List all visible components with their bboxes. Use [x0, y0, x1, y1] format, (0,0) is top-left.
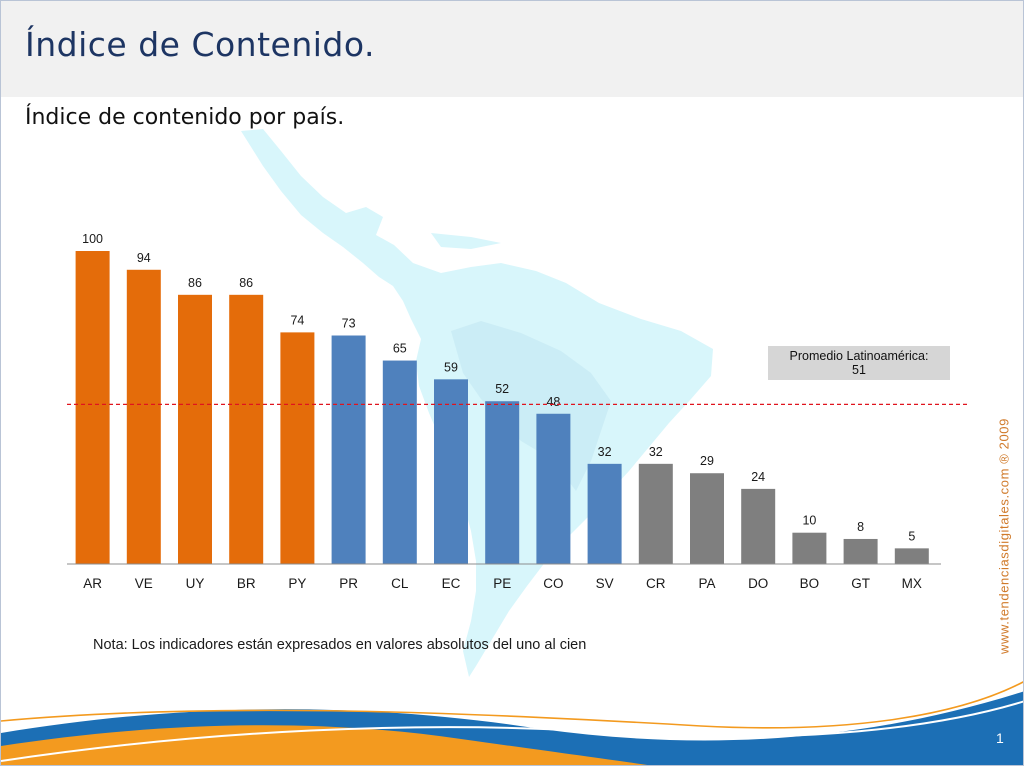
bar-ve: [126, 269, 161, 564]
x-tick-label-cl: CL: [391, 576, 409, 591]
slide-subtitle: Índice de contenido por país.: [25, 105, 345, 130]
x-tick-label-mx: MX: [902, 576, 922, 591]
x-tick-label-ec: EC: [442, 576, 461, 591]
bar-pa: [690, 473, 724, 564]
bar-gt: [843, 538, 878, 564]
x-tick-label-bo: BO: [800, 576, 820, 591]
value-label-ve: 94: [137, 251, 151, 265]
bar-mx: [894, 548, 929, 564]
bar-cl: [382, 360, 417, 564]
bar-uy: [178, 294, 212, 564]
value-label-co: 48: [546, 395, 560, 409]
value-label-br: 86: [239, 276, 253, 290]
bar-pe: [485, 401, 520, 564]
value-labels-layer: 100 94 86 86 74 73 65 59 52 48 32 32 29 24 10 8 5: [82, 232, 915, 543]
bar-sv: [587, 463, 622, 564]
bar-br: [229, 294, 264, 564]
bar-ar: [75, 251, 110, 564]
x-tick-label-do: DO: [748, 576, 768, 591]
value-label-ec: 59: [444, 360, 458, 374]
footnote: Nota: Los indicadores están expresados e…: [93, 637, 587, 653]
value-label-ar: 100: [82, 232, 103, 246]
x-tick-label-cr: CR: [646, 576, 666, 591]
value-label-gt: 8: [857, 520, 864, 534]
average-value: 51: [852, 363, 866, 377]
x-tick-label-ve: VE: [135, 576, 153, 591]
value-label-bo: 10: [802, 514, 816, 528]
x-tick-label-py: PY: [288, 576, 306, 591]
x-tick-label-pe: PE: [493, 576, 511, 591]
x-tick-label-br: BR: [237, 576, 256, 591]
value-label-uy: 86: [188, 276, 202, 290]
bar-bo: [792, 532, 827, 564]
bars-layer: [75, 251, 929, 564]
x-tick-label-ar: AR: [83, 576, 102, 591]
value-label-mx: 5: [908, 529, 915, 543]
tick-labels-layer: AR VE UY BR PY PR CL EC PE CO SV CR PA DO BO GT MX: [83, 576, 922, 591]
x-tick-label-gt: GT: [851, 576, 870, 591]
value-label-do: 24: [751, 470, 765, 484]
bar-pr: [331, 335, 366, 564]
value-label-pa: 29: [700, 454, 714, 468]
x-tick-label-sv: SV: [596, 576, 614, 591]
value-label-pr: 73: [342, 317, 356, 331]
bar-cr: [638, 463, 673, 564]
slide-title: Índice de Contenido.: [25, 25, 375, 64]
x-tick-label-co: CO: [543, 576, 563, 591]
value-label-pe: 52: [495, 382, 509, 396]
bar-py: [280, 332, 315, 564]
x-tick-label-pa: PA: [698, 576, 715, 591]
bar-co: [536, 413, 571, 564]
page-number: 1: [996, 730, 1004, 746]
value-label-sv: 32: [598, 445, 612, 459]
x-tick-label-uy: UY: [186, 576, 205, 591]
average-label: Promedio Latinoamérica:: [789, 349, 929, 363]
bar-ec: [434, 379, 468, 564]
average-callout: Promedio Latinoamérica: 51: [768, 346, 950, 380]
header-band: [1, 1, 1023, 97]
bar-do: [741, 488, 776, 564]
value-label-cl: 65: [393, 342, 407, 356]
value-label-cr: 32: [649, 445, 663, 459]
x-tick-label-pr: PR: [339, 576, 358, 591]
value-label-py: 74: [290, 313, 304, 327]
